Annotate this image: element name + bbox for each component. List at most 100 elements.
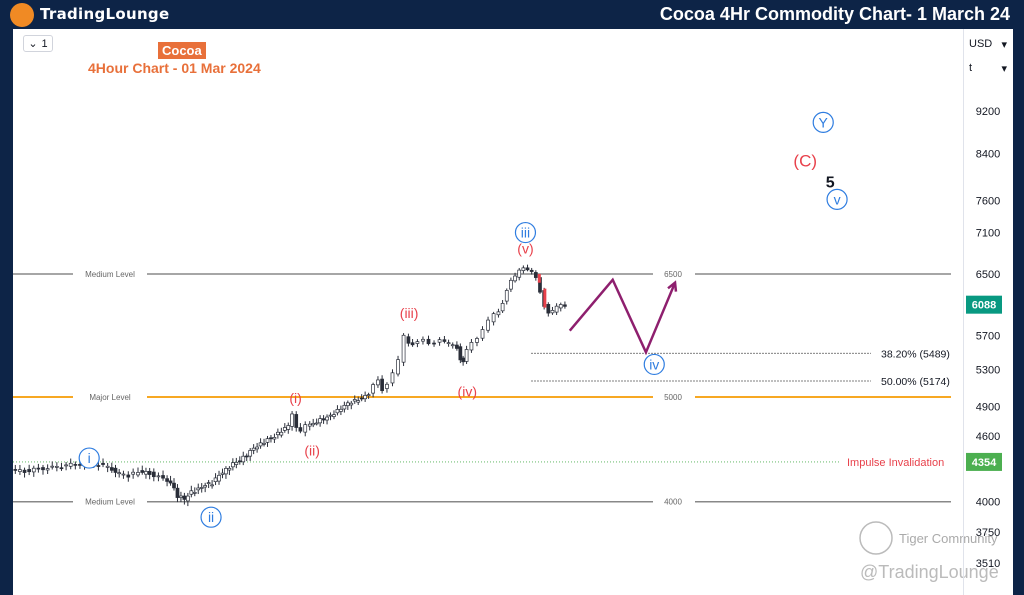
wave-label-circle [643, 353, 665, 376]
candle-body [461, 357, 465, 363]
candle-body [117, 472, 122, 475]
candle-body [161, 475, 165, 479]
wave-label-circle [78, 447, 100, 469]
interval-dropdown[interactable]: ⌄ 1 [23, 35, 53, 52]
chart-panel[interactable]: 9200 8400 7600 7100 6500 5700 5300 4900 4600 4000… [13, 29, 1013, 595]
wave-label: iii [521, 225, 530, 241]
candle-body [165, 478, 169, 482]
candle-body [469, 342, 474, 351]
candle-body [509, 279, 513, 290]
fib-level-label: 38.20% (5489) [881, 348, 950, 360]
candle-body [144, 471, 148, 475]
candle-body [371, 384, 375, 394]
candle-body [311, 422, 316, 426]
candle-body [68, 462, 73, 467]
y-tick-label: 7600 [976, 196, 1000, 208]
wave-label: Y [819, 114, 829, 130]
wave-label-circle [812, 111, 834, 133]
scale-select[interactable]: t ▾ [966, 58, 1010, 78]
candle-body [491, 313, 496, 323]
currency-value: USD [969, 38, 993, 50]
wave-label: (ii) [304, 443, 320, 459]
candle-body [96, 465, 101, 467]
chevron-down-icon: ▾ [1001, 62, 1007, 75]
invalidation-badge-value: 4354 [972, 457, 997, 469]
candle-body [325, 416, 329, 421]
candle-body [390, 372, 395, 384]
candle-body [131, 471, 135, 475]
candle-body [156, 475, 161, 478]
candle-body [227, 467, 232, 471]
candle-body [554, 305, 559, 313]
invalidation-label: Impulse Invalidation [847, 457, 944, 469]
candle-body [307, 423, 312, 427]
candle-body [363, 394, 367, 400]
wave-label-circle [514, 221, 537, 244]
candle-body [13, 469, 18, 471]
candle-body [210, 484, 214, 487]
candle-body [432, 342, 436, 345]
candle-body [546, 304, 551, 314]
level-value-label: 6500 [664, 270, 682, 279]
candle-body [189, 490, 194, 495]
y-tick-label: 5700 [976, 331, 1000, 343]
price-chart[interactable]: 9200 8400 7600 7100 6500 5700 5300 4900 4600 4000… [13, 29, 1013, 595]
tiger-community-watermark: Tiger Community [899, 531, 998, 546]
candle-body [366, 394, 371, 397]
candle-body [328, 414, 333, 417]
wave-label: (i) [289, 390, 301, 406]
candle-body [376, 379, 380, 386]
scale-value: t [969, 62, 973, 74]
level-value-label: 4000 [664, 498, 682, 507]
candle-body [213, 477, 218, 482]
candles-group [13, 264, 567, 507]
candle-body [356, 400, 361, 403]
candle-body [248, 450, 253, 457]
y-tick-label: 4600 [976, 431, 1000, 443]
candle-body [64, 464, 68, 467]
candle-body [121, 473, 126, 476]
wave-label: v [834, 191, 841, 207]
candle-body [265, 438, 270, 443]
logo-text: TradingLounge [40, 5, 170, 23]
currency-select[interactable]: USD ▾ [966, 34, 1010, 54]
symbol-badge: Cocoa [158, 42, 206, 59]
candle-body [272, 437, 277, 440]
wave-label: 5 [826, 174, 835, 191]
level-name-label: Major Level [89, 393, 131, 402]
candle-body [113, 467, 118, 473]
candle-body [50, 465, 55, 468]
candle-body [220, 472, 225, 475]
candle-body [486, 319, 490, 331]
wave-label: ii [208, 509, 214, 525]
candle-body [18, 469, 22, 472]
candle-body [234, 461, 239, 465]
candle-body [321, 418, 326, 421]
candle-body [175, 487, 180, 498]
candle-body [426, 338, 431, 345]
candle-body [224, 468, 228, 475]
interval-label: 1 [41, 37, 48, 50]
candle-body [517, 269, 522, 278]
candle-body [533, 272, 538, 278]
wave-label: (iii) [400, 305, 419, 321]
candle-body [406, 336, 411, 344]
candle-body [513, 275, 517, 282]
candle-body [385, 383, 389, 389]
candle-body [446, 342, 451, 345]
fib-level-label: 50.00% (5174) [881, 376, 950, 388]
candle-body [464, 349, 469, 362]
candle-body [339, 408, 343, 412]
y-tick-label: 7100 [976, 228, 1000, 240]
invalidation-badge [966, 452, 1002, 471]
wave-label: i [88, 450, 91, 466]
candle-body [147, 470, 152, 475]
candle-body [241, 455, 246, 463]
candle-body [31, 467, 36, 473]
candle-body [563, 304, 567, 307]
candle-body [172, 482, 176, 489]
candle-body [401, 334, 406, 363]
candle-body [182, 495, 187, 500]
candle-body [500, 303, 505, 312]
candle-body [45, 468, 50, 471]
